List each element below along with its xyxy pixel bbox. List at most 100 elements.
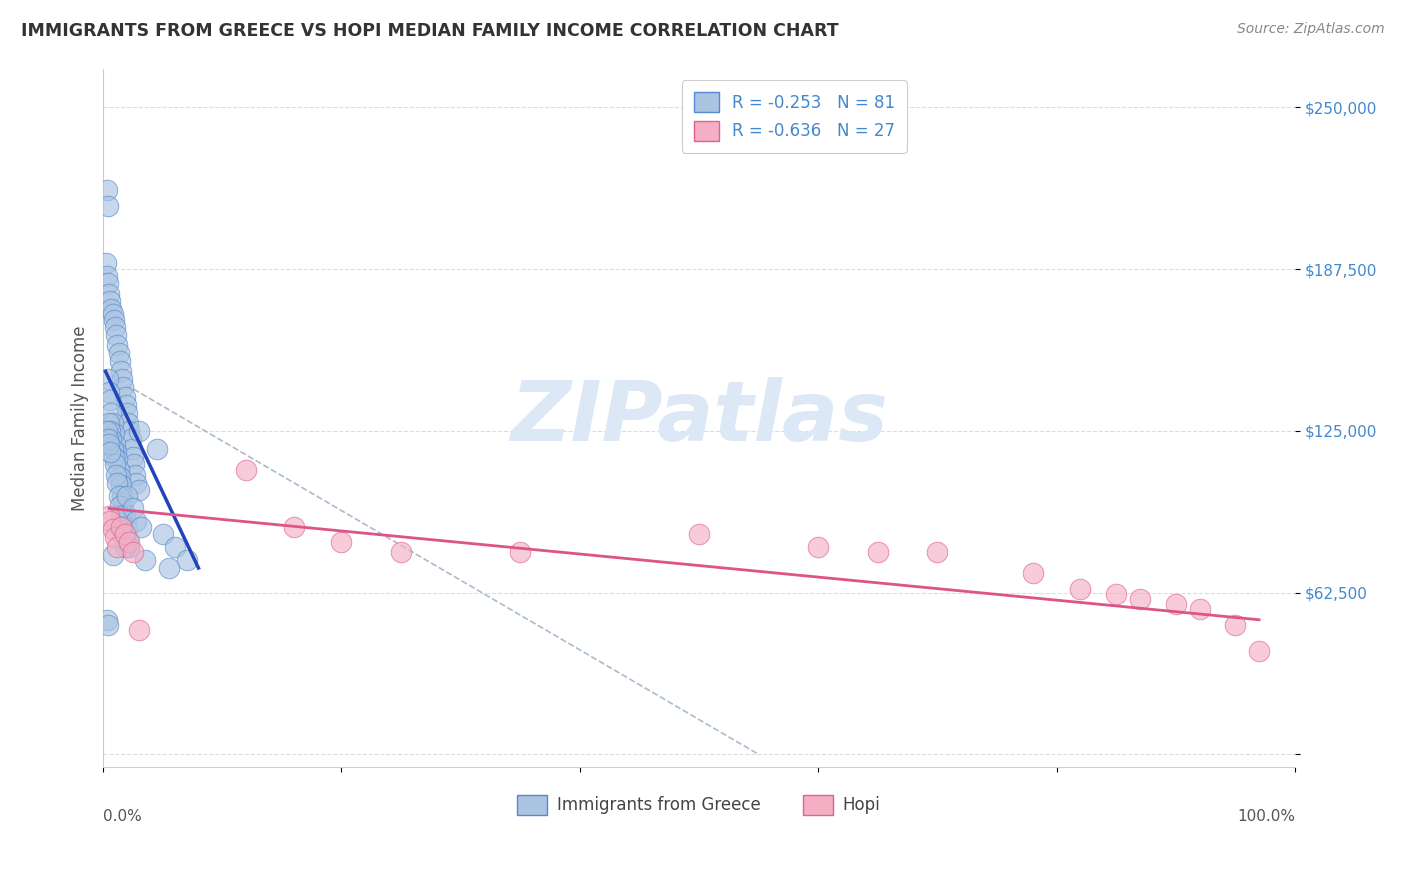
Point [97, 432, 120, 446]
Point [389, 545, 412, 559]
Point [114, 390, 136, 404]
Point [128, 424, 150, 438]
Point [163, 541, 186, 555]
Point [96, 183, 118, 197]
Point [122, 450, 145, 464]
Point [107, 489, 129, 503]
Point [112, 530, 135, 544]
Point [115, 489, 138, 503]
Point [96, 424, 118, 438]
Point [145, 442, 167, 456]
Point [114, 527, 136, 541]
Point [152, 527, 174, 541]
Point [98, 294, 121, 309]
Point [125, 515, 148, 529]
Point [866, 545, 889, 559]
Legend: Immigrants from Greece, Hopi: Immigrants from Greece, Hopi [510, 789, 887, 822]
Text: IMMIGRANTS FROM GREECE VS HOPI MEDIAN FAMILY INCOME CORRELATION CHART: IMMIGRANTS FROM GREECE VS HOPI MEDIAN FA… [21, 22, 839, 40]
Point [118, 541, 141, 555]
Point [107, 541, 129, 555]
Point [118, 424, 141, 438]
Point [100, 302, 122, 317]
Point [96, 613, 118, 627]
Point [157, 561, 180, 575]
Point [122, 501, 145, 516]
Point [115, 522, 138, 536]
Point [1129, 592, 1152, 607]
Text: 100.0%: 100.0% [1237, 809, 1295, 824]
Point [122, 545, 145, 559]
Point [108, 470, 131, 484]
Point [107, 475, 129, 490]
Point [98, 286, 121, 301]
Point [114, 398, 136, 412]
Text: ZIPatlas: ZIPatlas [510, 377, 889, 458]
Point [114, 515, 136, 529]
Point [330, 535, 353, 549]
Point [110, 364, 132, 378]
Point [96, 268, 118, 283]
Point [101, 548, 124, 562]
Point [108, 499, 131, 513]
Point [101, 442, 124, 456]
Point [111, 519, 134, 533]
Point [110, 519, 132, 533]
Point [118, 535, 141, 549]
Point [120, 432, 142, 446]
Point [1225, 618, 1247, 632]
Point [114, 507, 136, 521]
Point [1105, 587, 1128, 601]
Point [112, 496, 135, 510]
Point [111, 372, 134, 386]
Point [100, 432, 122, 446]
Point [121, 442, 143, 456]
Text: 0.0%: 0.0% [103, 809, 142, 824]
Point [112, 380, 135, 394]
Point [98, 424, 121, 438]
Point [98, 384, 121, 399]
Point [98, 416, 121, 430]
Point [101, 522, 124, 536]
Point [124, 467, 146, 482]
Point [97, 199, 120, 213]
Point [98, 515, 121, 529]
Point [129, 519, 152, 533]
Point [98, 444, 121, 458]
Point [107, 463, 129, 477]
Point [807, 541, 830, 555]
Y-axis label: Median Family Income: Median Family Income [72, 326, 89, 510]
Point [103, 426, 125, 441]
Point [103, 450, 125, 464]
Point [107, 338, 129, 352]
Point [104, 458, 127, 472]
Point [110, 478, 132, 492]
Point [105, 328, 128, 343]
Point [176, 553, 198, 567]
Point [98, 437, 121, 451]
Point [283, 519, 305, 533]
Point [509, 545, 531, 559]
Point [97, 277, 120, 291]
Point [101, 307, 124, 321]
Point [103, 312, 125, 326]
Point [101, 416, 124, 430]
Point [97, 372, 120, 386]
Point [117, 416, 139, 430]
Point [235, 463, 257, 477]
Point [104, 320, 127, 334]
Point [1021, 566, 1043, 581]
Point [107, 346, 129, 360]
Point [98, 392, 121, 407]
Point [98, 509, 121, 524]
Point [1069, 582, 1091, 596]
Text: Source: ZipAtlas.com: Source: ZipAtlas.com [1237, 22, 1385, 37]
Point [927, 545, 949, 559]
Point [1164, 597, 1187, 611]
Point [115, 406, 138, 420]
Point [104, 530, 127, 544]
Point [105, 444, 128, 458]
Point [111, 489, 134, 503]
Point [122, 458, 145, 472]
Point [128, 483, 150, 498]
Point [108, 354, 131, 368]
